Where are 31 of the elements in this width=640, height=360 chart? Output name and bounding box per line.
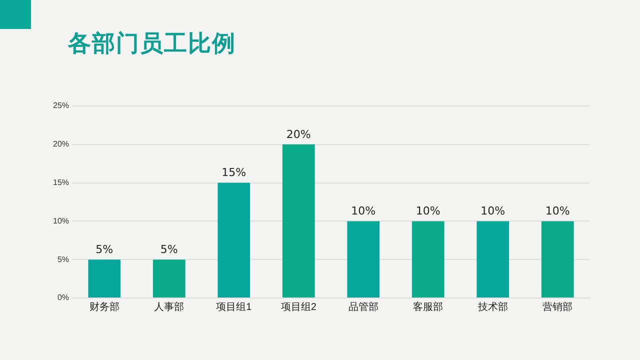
data-label: 10% xyxy=(545,204,570,218)
data-label: 20% xyxy=(286,128,311,141)
data-label: 10% xyxy=(480,204,506,218)
y-tick-label: 5% xyxy=(57,254,70,264)
y-tick-label: 25% xyxy=(52,101,70,110)
bar xyxy=(347,221,380,298)
data-label: 10% xyxy=(416,204,440,218)
bar xyxy=(282,144,315,298)
bar xyxy=(88,260,121,298)
x-tick-label: 客服部 xyxy=(413,300,444,313)
x-tick-label: 财务部 xyxy=(89,300,120,313)
y-tick-label: 0% xyxy=(57,293,70,302)
x-tick-label: 品管部 xyxy=(348,300,378,313)
x-tick-label: 项目组1 xyxy=(216,300,252,313)
bar xyxy=(412,221,444,298)
x-tick-label: 项目组2 xyxy=(280,300,317,313)
data-label: 5% xyxy=(160,242,178,256)
data-label: 5% xyxy=(96,242,114,256)
bar xyxy=(218,182,250,298)
bar xyxy=(541,221,574,298)
chart-title: 各部门员工比例 xyxy=(68,30,236,59)
x-tick-label: 人事部 xyxy=(154,300,184,313)
bar xyxy=(152,260,186,298)
y-tick-label: 10% xyxy=(52,216,70,226)
bar xyxy=(476,221,510,298)
x-tick-label: 营销部 xyxy=(542,300,573,313)
x-tick-label: 技术部 xyxy=(476,300,508,313)
y-tick-label: 20% xyxy=(52,140,70,149)
data-label: 10% xyxy=(351,204,376,218)
y-tick-label: 15% xyxy=(52,178,70,188)
data-label: 15% xyxy=(222,166,246,180)
